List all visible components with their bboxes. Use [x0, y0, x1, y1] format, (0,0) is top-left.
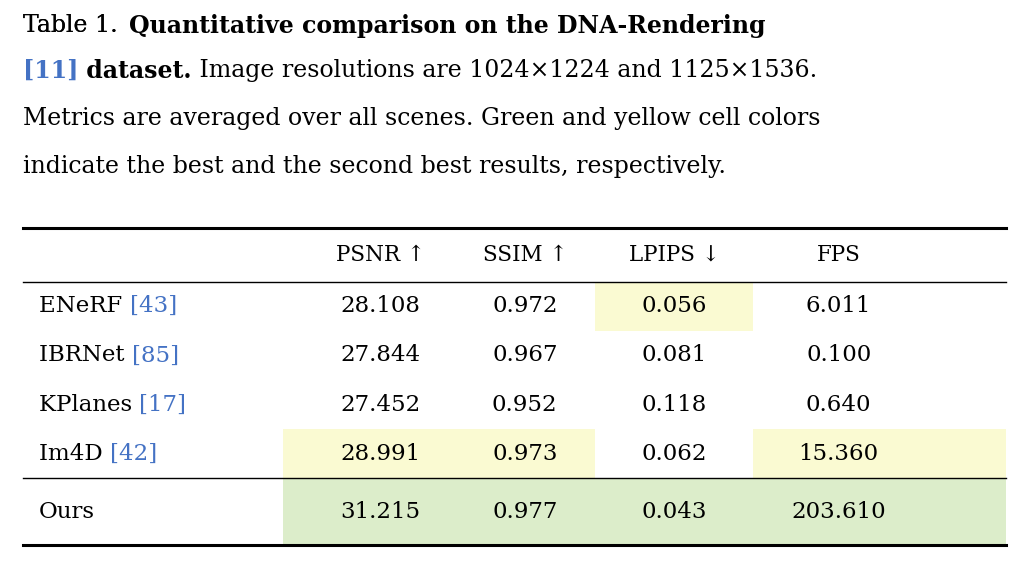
Text: [42]: [42] — [110, 443, 157, 465]
Bar — [753, 478, 1006, 545]
Text: 0.081: 0.081 — [641, 345, 707, 366]
Bar — [283, 478, 442, 545]
Text: 0.100: 0.100 — [806, 345, 872, 366]
Text: [11]: [11] — [23, 59, 78, 83]
Text: SSIM ↑: SSIM ↑ — [483, 243, 567, 266]
Text: 28.991: 28.991 — [341, 443, 421, 465]
Text: [17]: [17] — [140, 393, 186, 416]
Text: 15.360: 15.360 — [799, 443, 879, 465]
Text: Im4D: Im4D — [39, 443, 110, 465]
Text: 27.844: 27.844 — [341, 345, 421, 366]
Bar — [753, 429, 1006, 478]
Text: Table 1.: Table 1. — [23, 14, 130, 37]
Text: [85]: [85] — [132, 345, 179, 366]
Text: 6.011: 6.011 — [806, 295, 872, 317]
Text: 0.640: 0.640 — [806, 393, 872, 416]
Text: 0.043: 0.043 — [641, 501, 707, 523]
Text: FPS: FPS — [817, 243, 860, 266]
Text: dataset.: dataset. — [78, 59, 191, 83]
Text: Quantitative comparison on the DNA-Rendering: Quantitative comparison on the DNA-Rende… — [130, 14, 766, 38]
Text: 28.108: 28.108 — [341, 295, 421, 317]
Bar — [442, 429, 595, 478]
Text: Metrics are averaged over all scenes. Green and yellow cell colors: Metrics are averaged over all scenes. Gr… — [23, 107, 820, 130]
Bar — [595, 478, 753, 545]
Text: KPlanes: KPlanes — [39, 393, 140, 416]
Text: IBRNet: IBRNet — [39, 345, 132, 366]
Text: LPIPS ↓: LPIPS ↓ — [629, 243, 719, 266]
Text: Table 1.: Table 1. — [23, 14, 130, 37]
Bar — [442, 478, 595, 545]
Text: 0.972: 0.972 — [492, 295, 558, 317]
Bar — [595, 282, 753, 331]
Text: [43]: [43] — [130, 295, 177, 317]
Text: 0.952: 0.952 — [492, 393, 558, 416]
Text: 0.118: 0.118 — [641, 393, 707, 416]
Text: PSNR ↑: PSNR ↑ — [336, 243, 425, 266]
Text: 203.610: 203.610 — [791, 501, 886, 523]
Text: ENeRF: ENeRF — [39, 295, 130, 317]
Bar — [283, 429, 442, 478]
Text: 0.967: 0.967 — [492, 345, 558, 366]
Text: 0.977: 0.977 — [492, 501, 558, 523]
Text: Ours: Ours — [39, 501, 95, 523]
Text: Image resolutions are 1024×1224 and 1125×1536.: Image resolutions are 1024×1224 and 1125… — [191, 59, 817, 82]
Text: 0.056: 0.056 — [641, 295, 707, 317]
Text: 0.973: 0.973 — [492, 443, 558, 465]
Text: 31.215: 31.215 — [341, 501, 421, 523]
Text: indicate the best and the second best results, respectively.: indicate the best and the second best re… — [23, 155, 725, 178]
Text: 0.062: 0.062 — [641, 443, 707, 465]
Text: 27.452: 27.452 — [341, 393, 421, 416]
